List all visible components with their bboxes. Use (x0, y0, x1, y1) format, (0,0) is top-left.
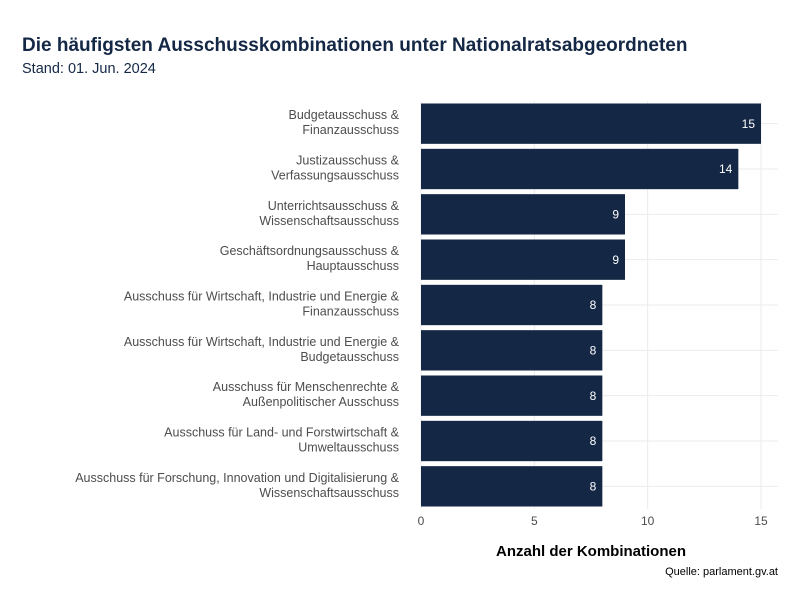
bar (421, 103, 761, 144)
bar-value-label: 9 (612, 208, 619, 222)
bar (421, 148, 739, 190)
y-tick-label: Justizausschuss & Verfassungsausschuss (271, 154, 400, 183)
chart-title: Die häufigsten Ausschusskombinationen un… (22, 35, 687, 56)
y-tick-label: Unterrichtsausschuss & Wissenschaftsaussc… (259, 199, 399, 228)
bar-value-label: 8 (590, 434, 597, 448)
bar-value-label: 8 (590, 389, 597, 403)
bar-value-label: 8 (590, 298, 597, 312)
y-tick-label: Ausschuss für Forschung, Innovation und … (75, 471, 399, 500)
bar (421, 375, 603, 416)
source-note: Quelle: parlament.gv.at (665, 566, 778, 578)
y-tick-label: Budgetausschuss & Finanzausschuss (289, 108, 400, 137)
bar (421, 466, 603, 507)
y-tick-label: Ausschuss für Menschenrechte & Außenpolit… (213, 380, 400, 409)
chart-subtitle: Stand: 01. Jun. 2024 (22, 61, 156, 77)
bar-value-label: 15 (742, 117, 756, 131)
x-tick-label: 5 (531, 514, 538, 528)
x-tick-label: 15 (754, 514, 768, 528)
bar (421, 284, 603, 326)
x-tick-label: 10 (641, 514, 655, 528)
bar (421, 239, 625, 280)
x-axis-label: Anzahl der Kombinationen (496, 543, 686, 560)
bar-value-label: 14 (719, 162, 733, 176)
y-tick-label: Geschäftsordnungsausschuss & Hauptausschu… (220, 244, 400, 273)
bar (421, 330, 603, 371)
x-tick-label: 0 (418, 514, 425, 528)
bar-value-label: 9 (612, 253, 619, 267)
y-tick-label: Ausschuss für Land- und Forstwirtschaft … (164, 426, 399, 455)
y-tick-label: Ausschuss für Wirtschaft, Industrie und … (124, 290, 400, 319)
bar-value-label: 8 (590, 480, 597, 494)
y-tick-label: Ausschuss für Wirtschaft, Industrie und … (124, 335, 400, 364)
bar-value-label: 8 (590, 344, 597, 358)
bar (421, 420, 603, 462)
bar (421, 194, 625, 235)
